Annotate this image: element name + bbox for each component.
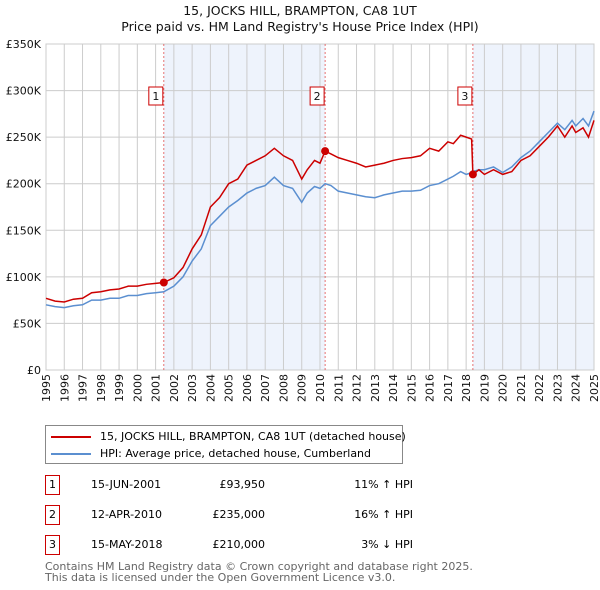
- x-tick-label: 2002: [168, 374, 181, 402]
- x-tick-label: 1995: [40, 374, 53, 402]
- footer-copyright: Contains HM Land Registry data © Crown c…: [45, 560, 473, 573]
- series-line: [45, 120, 595, 303]
- x-tick-label: 2016: [424, 374, 437, 402]
- x-tick-label: 2014: [387, 374, 400, 402]
- legend-property-line: [51, 436, 91, 438]
- x-tick-label: 1996: [58, 374, 71, 402]
- x-tick-label: 2012: [351, 374, 364, 402]
- y-tick-label: £200K: [6, 178, 42, 191]
- price-chart: 1995 1996 1997 1998 1999 2000 2001 2002 2003 2004…: [6, 38, 600, 402]
- chart-subtitle: Price paid vs. HM Land Registry's House …: [121, 19, 479, 34]
- y-tick-label: £350K: [6, 38, 42, 51]
- sale-label: 1: [152, 90, 159, 103]
- legend: 15, JOCKS HILL, BRAMPTON, CA8 1UT (detac…: [45, 425, 406, 464]
- transaction-date: 15-MAY-2018: [91, 538, 163, 551]
- transaction-hpi: 3% ↓ HPI: [361, 538, 413, 551]
- x-tick-label: 2025: [588, 374, 600, 402]
- series-line: [45, 110, 595, 309]
- x-tick-label: 1997: [77, 374, 90, 402]
- x-tick-label: 2013: [369, 374, 382, 402]
- x-tick-label: 2009: [296, 374, 309, 402]
- sale-point: [321, 147, 330, 156]
- footer-licence: This data is licensed under the Open Gov…: [45, 571, 396, 584]
- sale-label: 3: [461, 90, 468, 103]
- legend-hpi-line: [51, 453, 91, 455]
- transaction-price: £93,950: [219, 478, 266, 491]
- x-tick-label: 2003: [186, 374, 199, 402]
- sale-label-box: [148, 86, 164, 106]
- transaction-hpi: 11% ↑ HPI: [354, 478, 413, 491]
- x-tick-label: 2004: [204, 374, 217, 402]
- x-tick-label: 2023: [551, 374, 564, 402]
- transaction-date: 15-JUN-2001: [91, 478, 162, 491]
- x-tick-label: 2010: [314, 374, 327, 402]
- sale-label-box: [309, 86, 325, 106]
- y-tick-label: £0: [27, 364, 41, 377]
- transaction-price: £235,000: [212, 508, 266, 521]
- x-tick-label: 2015: [405, 374, 418, 402]
- plot-frame: [45, 43, 595, 371]
- sale-point: [468, 170, 477, 179]
- x-tick-label: 2019: [478, 374, 491, 402]
- x-tick-label: 2006: [241, 374, 254, 402]
- x-tick-label: 2005: [223, 374, 236, 402]
- transaction-marker: 3: [45, 535, 60, 555]
- transaction-price: £210,000: [212, 538, 266, 551]
- x-tick-label: 2011: [332, 374, 345, 402]
- y-tick-label: £300K: [6, 85, 42, 98]
- y-tick-label: £100K: [6, 271, 42, 284]
- transaction-date: 12-APR-2010: [91, 508, 163, 521]
- x-tick-label: 1999: [113, 374, 126, 402]
- shaded-period: [472, 44, 594, 370]
- x-tick-label: 2008: [277, 374, 290, 402]
- x-tick-label: 2021: [515, 374, 528, 402]
- legend-property-label: 15, JOCKS HILL, BRAMPTON, CA8 1UT (detac…: [100, 430, 406, 443]
- x-tick-label: 2022: [533, 374, 546, 402]
- transaction-hpi: 16% ↑ HPI: [354, 508, 413, 521]
- x-tick-label: 2000: [131, 374, 144, 402]
- x-tick-label: 1998: [95, 374, 108, 402]
- footer: Contains HM Land Registry data © Crown c…: [45, 561, 473, 583]
- y-tick-label: £150K: [6, 224, 42, 237]
- x-tick-label: 2020: [497, 374, 510, 402]
- shaded-period: [163, 44, 326, 370]
- sale-label-box: [457, 86, 473, 106]
- x-tick-label: 2007: [259, 374, 272, 402]
- sale-label: 2: [314, 90, 321, 103]
- y-tick-label: £50K: [13, 317, 42, 330]
- legend-hpi-label: HPI: Average price, detached house, Cumb…: [100, 447, 372, 460]
- sale-point: [159, 278, 168, 287]
- x-tick-label: 2024: [570, 374, 583, 402]
- x-tick-label: 2017: [442, 374, 455, 402]
- transaction-marker: 1: [45, 475, 60, 495]
- transaction-row: 1 15-JUN-2001 £93,950 11% ↑ HPI: [45, 475, 445, 495]
- transaction-row: 3 15-MAY-2018 £210,000 3% ↓ HPI: [45, 535, 445, 555]
- x-tick-label: 2001: [150, 374, 163, 402]
- x-tick-label: 2018: [460, 374, 473, 402]
- y-tick-label: £250K: [6, 131, 42, 144]
- transaction-marker: 2: [45, 505, 60, 525]
- chart-title: 15, JOCKS HILL, BRAMPTON, CA8 1UT: [183, 3, 417, 18]
- transaction-row: 2 12-APR-2010 £235,000 16% ↑ HPI: [45, 505, 445, 525]
